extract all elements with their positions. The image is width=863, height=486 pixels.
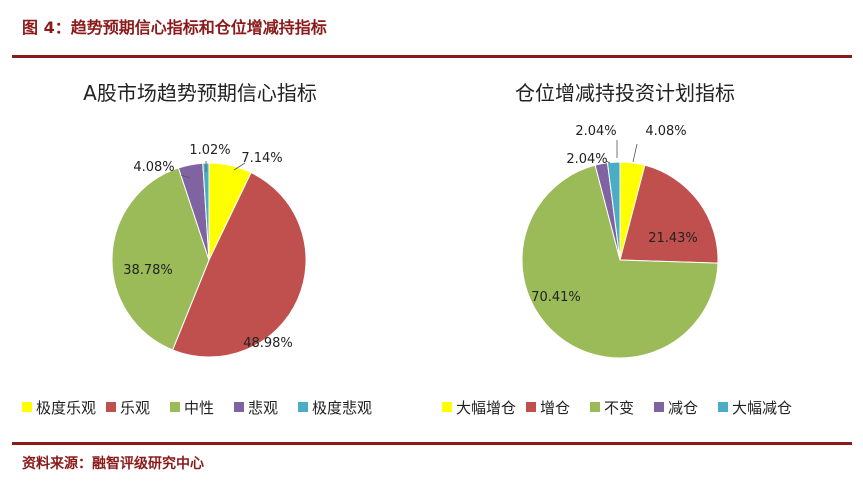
legend-label-极度乐观: 极度乐观 [36,399,96,417]
label-leader-line [632,143,638,163]
data-label-大幅增仓: 4.08% [645,124,686,139]
pie-slice-大幅减仓 [606,161,621,261]
pie-chart-position: 仓位增减持投资计划指标 4.08% 21.43% 70.41% 2.04% 2.04% 大幅… [442,81,792,417]
legend-label-不变: 不变 [604,399,634,417]
legend-swatch-增仓 [526,402,536,412]
legend-label-减仓: 减仓 [668,399,698,417]
pie-slice-乐观 [171,171,307,358]
data-label-增仓: 21.43% [648,231,698,246]
data-label-悲观: 4.08% [133,160,174,175]
legend-swatch-大幅减仓 [718,402,728,412]
legend-swatch-悲观 [234,402,244,412]
bottom-divider [12,442,852,445]
pie-slice-增仓 [619,164,719,264]
legend-label-增仓: 增仓 [540,399,570,417]
top-divider [12,55,852,58]
figure-title: 图 4：趋势预期信心指标和仓位增减持指标 [22,18,327,37]
legend-label-乐观: 乐观 [120,399,150,417]
legend-swatch-乐观 [106,402,116,412]
legend-swatch-极度悲观 [298,402,308,412]
legend-swatch-中性 [170,402,180,412]
label-leader-line [180,174,191,179]
data-label-大幅减仓: 2.04% [575,124,616,139]
pie-chart-confidence: A股市场趋势预期信心指标 7.14% 48.98% 38.78% 4.08% 1.02% 极… [22,81,372,417]
chart-title: A股市场趋势预期信心指标 [83,81,317,105]
data-label-乐观: 48.98% [243,336,293,351]
pie-slice-中性 [111,167,210,351]
legend-label-悲观: 悲观 [248,399,278,417]
legend-label-大幅减仓: 大幅减仓 [732,399,792,417]
data-label-极度乐观: 7.14% [241,151,282,166]
legend-swatch-极度乐观 [22,402,32,412]
label-leader-line [605,160,611,164]
chart-title: 仓位增减持投资计划指标 [515,81,735,105]
data-label-极度悲观: 1.02% [189,143,230,158]
legend-label-大幅增仓: 大幅增仓 [456,399,516,417]
legend-swatch-大幅增仓 [442,402,452,412]
label-leader-line [233,162,246,171]
legend-label-极度悲观: 极度悲观 [312,399,372,417]
legend-swatch-减仓 [654,402,664,412]
data-label-减仓: 2.04% [566,152,607,167]
pie-slice-不变 [521,164,719,359]
source-note: 资料来源：融智评级研究中心 [22,456,204,472]
data-label-不变: 70.41% [531,290,581,305]
data-label-中性: 38.78% [123,263,173,278]
legend-label-中性: 中性 [184,399,214,417]
legend-swatch-不变 [590,402,600,412]
